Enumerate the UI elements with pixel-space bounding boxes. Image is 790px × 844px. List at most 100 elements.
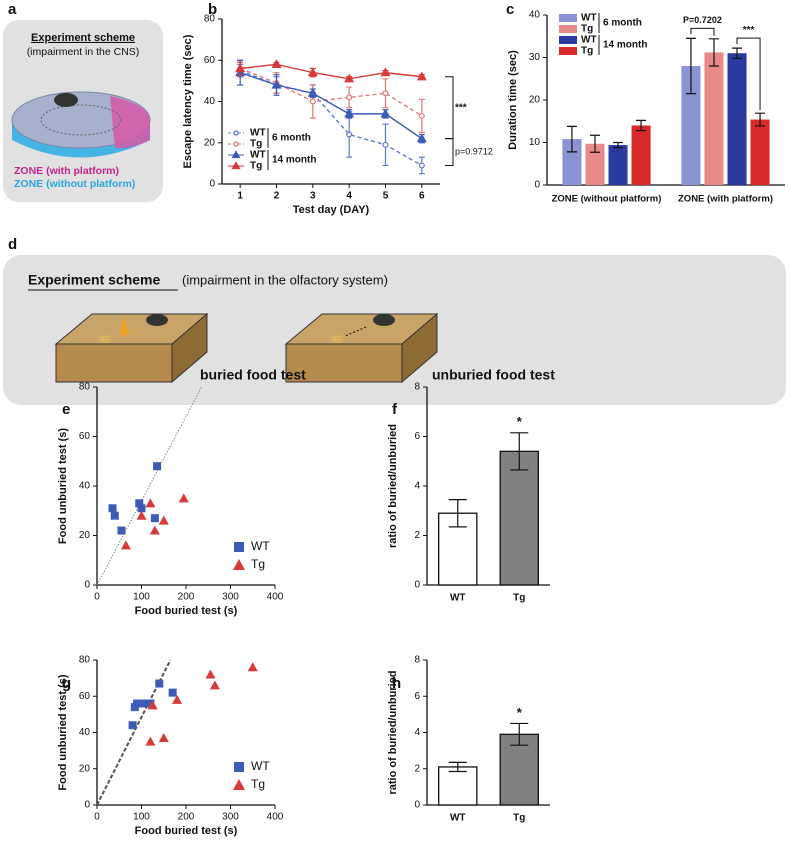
zone-with-label: ZONE (with platform): [14, 165, 119, 177]
y-tick-label: 80: [204, 14, 216, 25]
annotation: *: [517, 705, 523, 720]
point: [146, 699, 155, 708]
legend-label: Tg: [581, 24, 593, 35]
panel-label: e: [62, 401, 70, 418]
point: [309, 98, 316, 105]
error-bar: [732, 47, 743, 59]
y-tick-label: 20: [79, 763, 91, 774]
legend-swatch: [559, 25, 577, 33]
x-tick-label: 400: [267, 812, 284, 823]
point: [141, 699, 150, 708]
annotation: *: [517, 414, 523, 429]
legend-group: 14 month: [272, 155, 316, 166]
point: [416, 71, 427, 81]
bar: [438, 766, 478, 806]
y-tick-label: 60: [79, 431, 91, 442]
point: [235, 63, 246, 73]
x-tick-label: 6: [419, 191, 425, 202]
bar: [499, 733, 539, 806]
y-tick-label: 20: [79, 530, 91, 541]
zone-without-label: ZONE (without platform): [14, 178, 135, 190]
point: [209, 680, 220, 690]
point: [178, 493, 189, 503]
x-tick-label: ZONE (with platform): [678, 194, 773, 205]
point: [137, 699, 146, 708]
y-tick-label: 20: [529, 95, 541, 106]
error-bar: [685, 37, 696, 95]
y-tick-label: 4: [414, 481, 420, 492]
point: [150, 514, 159, 523]
point: [155, 679, 164, 688]
point: [231, 150, 241, 159]
y-tick-label: 0: [84, 580, 90, 591]
error-bar: [448, 499, 467, 528]
x-tick-label: 200: [178, 592, 195, 603]
legend-label: Tg: [251, 557, 265, 571]
x-tick-label: 0: [94, 812, 100, 823]
bar: [704, 52, 724, 186]
series-line: [239, 69, 423, 167]
x-axis-label: Food buried test (s): [135, 605, 238, 617]
error-bar: [510, 432, 529, 471]
legend-label: WT: [251, 759, 270, 773]
sig-bracket: [690, 27, 715, 36]
error-bar: [708, 38, 719, 67]
sig-bracket: [736, 37, 761, 111]
legend-label: WT: [581, 13, 597, 24]
point: [307, 88, 318, 97]
error-bar: [510, 722, 529, 746]
bar: [608, 145, 628, 185]
point: [271, 79, 282, 89]
sig-bracket: [445, 138, 454, 166]
x-tick-label: WT: [450, 593, 466, 604]
point: [158, 515, 169, 525]
annotation: P=0.7202: [683, 15, 722, 25]
point: [382, 90, 389, 97]
error-bar: [589, 134, 600, 153]
point: [120, 540, 131, 550]
y-tick-label: 60: [79, 691, 91, 702]
error-bar: [566, 125, 577, 153]
y-tick-label: 40: [529, 10, 541, 21]
y-tick-label: 40: [79, 727, 91, 738]
x-tick-label: WT: [450, 813, 466, 824]
point: [382, 141, 389, 148]
y-axis-label: Duration time (sec): [507, 50, 519, 150]
annotation: ***: [455, 102, 467, 113]
point: [418, 162, 425, 169]
y-tick-label: 80: [79, 382, 91, 393]
point: [233, 130, 239, 136]
scheme-subtitle: (impairment in the CNS): [27, 46, 140, 58]
point: [346, 131, 353, 138]
annotation: p=0.9712: [455, 146, 493, 156]
point: [110, 511, 119, 520]
bar: [750, 119, 770, 185]
panel-label: b: [208, 1, 217, 18]
point: [153, 462, 162, 471]
legend-label: Tg: [250, 139, 262, 150]
legend-swatch: [559, 14, 577, 22]
y-axis-label: Escape latency time (sec): [182, 34, 194, 168]
fit-line: [96, 386, 203, 586]
legend-label: WT: [581, 35, 597, 46]
bar: [681, 66, 701, 185]
y-tick-label: 30: [529, 52, 541, 63]
y-tick-label: 40: [204, 96, 216, 107]
point: [247, 662, 258, 672]
zone-platform: [110, 96, 150, 149]
x-tick-label: 300: [222, 592, 239, 603]
point: [108, 504, 117, 513]
point: [133, 699, 142, 708]
legend-group: 6 month: [603, 18, 642, 29]
bar: [562, 139, 582, 185]
mouse-icon: [54, 93, 78, 107]
y-tick-label: 6: [414, 431, 420, 442]
x-tick-label: 4: [346, 191, 352, 202]
point: [380, 108, 391, 118]
point: [117, 526, 126, 535]
legend-label: WT: [250, 150, 266, 161]
x-tick-label: 100: [133, 812, 150, 823]
scheme-title: Experiment scheme: [31, 32, 135, 44]
legend-label: WT: [251, 539, 270, 553]
y-tick-label: 20: [204, 137, 216, 148]
